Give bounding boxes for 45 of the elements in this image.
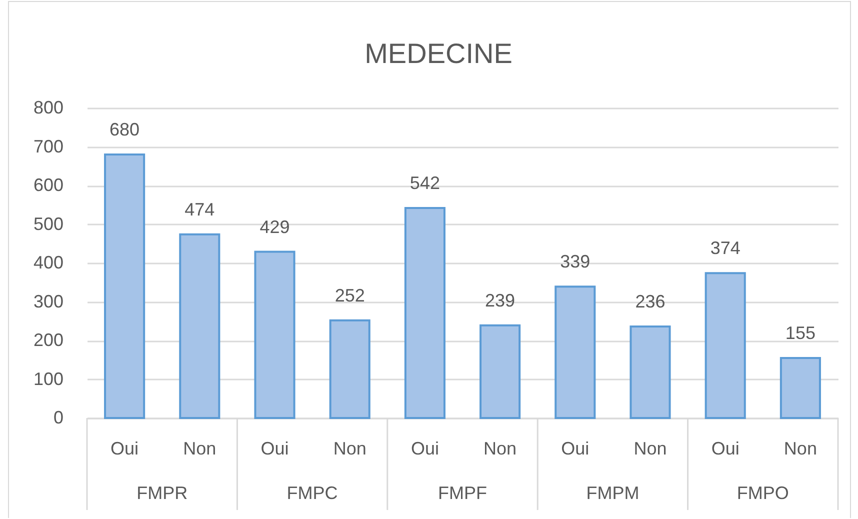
data-label: 236	[635, 292, 666, 312]
bar	[404, 206, 446, 419]
data-label: 474	[184, 199, 215, 220]
text: FMPM	[586, 483, 640, 503]
data-label: 155	[785, 322, 816, 343]
data-label: 374	[710, 238, 740, 258]
x-tick-label: Oui	[711, 438, 740, 458]
text: FMPF	[438, 483, 487, 503]
data-label: 239	[485, 290, 516, 310]
data-label: 680	[110, 120, 140, 140]
chart-title: MEDECINE	[364, 38, 512, 69]
bar	[104, 154, 146, 419]
data-label: 339	[560, 252, 590, 272]
data-label: 252	[334, 285, 365, 306]
x-tick-label: Non	[634, 438, 667, 458]
data-label: 542	[410, 172, 440, 193]
bar	[704, 272, 746, 419]
y-tick-label: 200	[33, 330, 64, 350]
bar	[179, 233, 220, 419]
y-tick-label: 600	[33, 175, 64, 195]
text: FMPC	[286, 483, 338, 503]
bar	[630, 326, 671, 419]
bar	[480, 324, 521, 419]
y-tick-label: 700	[33, 136, 64, 156]
data-label: 429	[260, 216, 290, 237]
bar	[254, 250, 296, 419]
y-tick-label: 800	[33, 98, 64, 118]
x-tick-label: Non	[484, 438, 517, 458]
bar	[329, 319, 370, 419]
y-tick-label: 500	[33, 214, 64, 234]
x-tick-label: Non	[784, 438, 817, 458]
bar	[780, 356, 821, 419]
y-tick-label: 0	[53, 408, 64, 428]
y-tick-label: 400	[33, 252, 64, 272]
text: FMPR	[136, 483, 188, 503]
x-tick-label: Oui	[110, 438, 139, 458]
x-tick-label: Oui	[561, 438, 590, 458]
y-tick-label: 100	[33, 368, 64, 389]
y-tick-label: 300	[33, 291, 64, 312]
text: FMPO	[736, 483, 789, 503]
x-tick-label: Oui	[260, 438, 289, 458]
x-tick-label: Oui	[410, 438, 439, 458]
x-tick-label: Non	[333, 438, 366, 458]
bar	[554, 286, 596, 419]
x-tick-label: Non	[183, 438, 216, 458]
